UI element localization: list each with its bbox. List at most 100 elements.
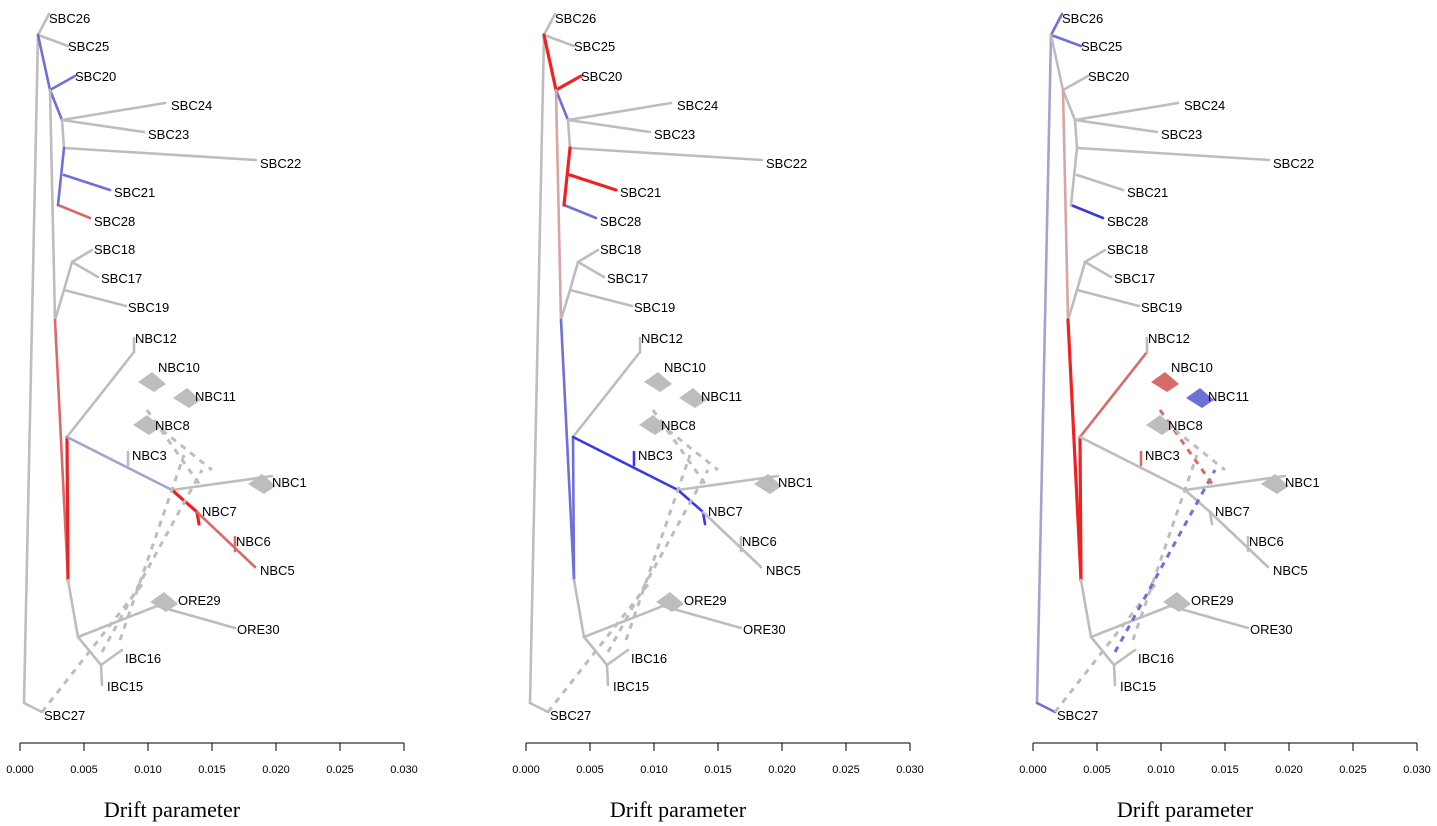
branch-sbc25	[36, 33, 70, 48]
tip-label-nbc5: NBC5	[766, 563, 801, 578]
tip-label-sbc22: SBC22	[260, 156, 301, 171]
branch-sbc17	[1083, 260, 1113, 279]
branch-sbcTopClade	[36, 33, 52, 92]
tip-label-nbc10: NBC10	[1171, 360, 1213, 375]
tip-label-sbc23: SBC23	[654, 127, 695, 142]
tip-label-nbc12: NBC12	[641, 331, 683, 346]
branch-sbc28	[562, 203, 598, 220]
tip-label-nbc8: NBC8	[661, 418, 696, 433]
branch-mainN	[53, 318, 70, 582]
tip-label-sbc24: SBC24	[1184, 98, 1225, 113]
tip-label-nbc3: NBC3	[1145, 448, 1180, 463]
tip-label-nbc8: NBC8	[1168, 418, 1203, 433]
branch-ore	[572, 578, 586, 639]
tip-label-sbc28: SBC28	[94, 214, 135, 229]
tip-label-nbc10: NBC10	[158, 360, 200, 375]
branch-nbc5	[701, 510, 763, 569]
branch-cladeBstem	[56, 146, 66, 207]
tip-cluster-ORE29	[656, 592, 684, 612]
branch-cladeA	[48, 88, 64, 122]
tip-cluster-NBC1	[754, 474, 782, 494]
tip-label-sbc25: SBC25	[574, 39, 615, 54]
tip-label-nbc7: NBC7	[708, 504, 743, 519]
tip-label-sbc21: SBC21	[114, 185, 155, 200]
branch-ibc16	[605, 648, 630, 667]
axis-tick-label: 0.005	[1083, 764, 1111, 776]
tip-label-sbc18: SBC18	[1107, 242, 1148, 257]
tip-label-nbc1: NBC1	[1285, 475, 1320, 490]
tip-label-sbc27: SBC27	[550, 708, 591, 723]
tip-label-sbc20: SBC20	[75, 69, 116, 84]
tip-label-sbc22: SBC22	[766, 156, 807, 171]
branch-sbc25	[1049, 33, 1083, 48]
tip-label-ibc16: IBC16	[1138, 651, 1174, 666]
branch-oreClade	[1089, 604, 1172, 639]
tip-cluster-NBC1	[248, 474, 276, 494]
branch-cladeB	[1073, 118, 1079, 150]
branch-oreClade	[76, 604, 159, 639]
tip-label-nbc6: NBC6	[1249, 534, 1284, 549]
branch-cladeA	[1061, 88, 1077, 122]
axis-tick-label: 0.005	[70, 764, 98, 776]
branch-sbc19	[62, 288, 128, 308]
tip-label-sbc26: SBC26	[555, 11, 596, 26]
tip-label-sbc21: SBC21	[620, 185, 661, 200]
tip-cluster-NBC8	[639, 415, 667, 435]
branch-sbc24	[60, 101, 167, 122]
tip-cluster-NBC11	[679, 388, 707, 408]
branch-cladeBstem	[1069, 146, 1079, 207]
branch-sbc28	[56, 203, 92, 220]
branch-nbc1	[170, 474, 274, 492]
tip-label-ore30: ORE30	[1250, 622, 1293, 637]
tip-cluster-ORE29	[150, 592, 178, 612]
tip-label-sbc19: SBC19	[128, 300, 169, 315]
migration-edge	[667, 428, 719, 472]
tip-cluster-NBC10	[138, 372, 166, 392]
tip-label-sbc20: SBC20	[581, 69, 622, 84]
branch-ibc15	[99, 663, 104, 687]
axis-title: Drift parameter	[610, 797, 747, 822]
tip-label-nbc3: NBC3	[132, 448, 167, 463]
tip-label-sbc19: SBC19	[634, 300, 675, 315]
tip-cluster-NBC10	[1151, 372, 1179, 392]
axis-tick-label: 0.015	[198, 764, 226, 776]
tip-label-nbc3: NBC3	[638, 448, 673, 463]
branch-trunk1	[1035, 33, 1053, 705]
tip-label-sbc20: SBC20	[1088, 69, 1129, 84]
tip-label-sbc17: SBC17	[101, 271, 142, 286]
branch-nbcMid	[65, 435, 174, 492]
tip-label-sbc26: SBC26	[1062, 11, 1103, 26]
tip-label-ore29: ORE29	[178, 593, 221, 608]
branch-sbc17	[576, 260, 606, 279]
migration-edge	[1053, 581, 1159, 713]
migration-edge	[161, 428, 213, 472]
branch-sbc26	[36, 12, 51, 37]
branch-sbc18clade	[568, 260, 580, 292]
tip-label-nbc8: NBC8	[155, 418, 190, 433]
branch-nbcMid	[571, 435, 680, 492]
axis-tick-label: 0.000	[1019, 764, 1047, 776]
axis-tick-label: 0.025	[832, 764, 860, 776]
migration-edge	[1131, 454, 1199, 641]
migration-edge	[606, 469, 710, 653]
tip-label-nbc11: NBC11	[1208, 389, 1249, 404]
branch-ore30	[661, 604, 743, 630]
branch-mainN	[559, 318, 576, 582]
axis-tick-label: 0.010	[1147, 764, 1175, 776]
tip-cluster-ORE29	[1163, 592, 1191, 612]
branch-sbc22	[1075, 146, 1271, 162]
branch-sbc19	[1075, 288, 1141, 308]
branch-cladeBstem	[562, 146, 572, 207]
axis-tick-label: 0.030	[390, 764, 418, 776]
tip-label-nbc7: NBC7	[1215, 504, 1250, 519]
branch-oreClade	[582, 604, 665, 639]
branch-ore30	[155, 604, 237, 630]
tip-label-sbc26: SBC26	[49, 11, 90, 26]
branch-ibc15	[605, 663, 610, 687]
branch-sbc27	[1035, 701, 1057, 714]
tip-label-nbc10: NBC10	[664, 360, 706, 375]
branch-nbc5	[1208, 510, 1270, 569]
tip-label-ore30: ORE30	[743, 622, 786, 637]
tip-label-sbc17: SBC17	[1114, 271, 1155, 286]
axis-tick-label: 0.005	[576, 764, 604, 776]
